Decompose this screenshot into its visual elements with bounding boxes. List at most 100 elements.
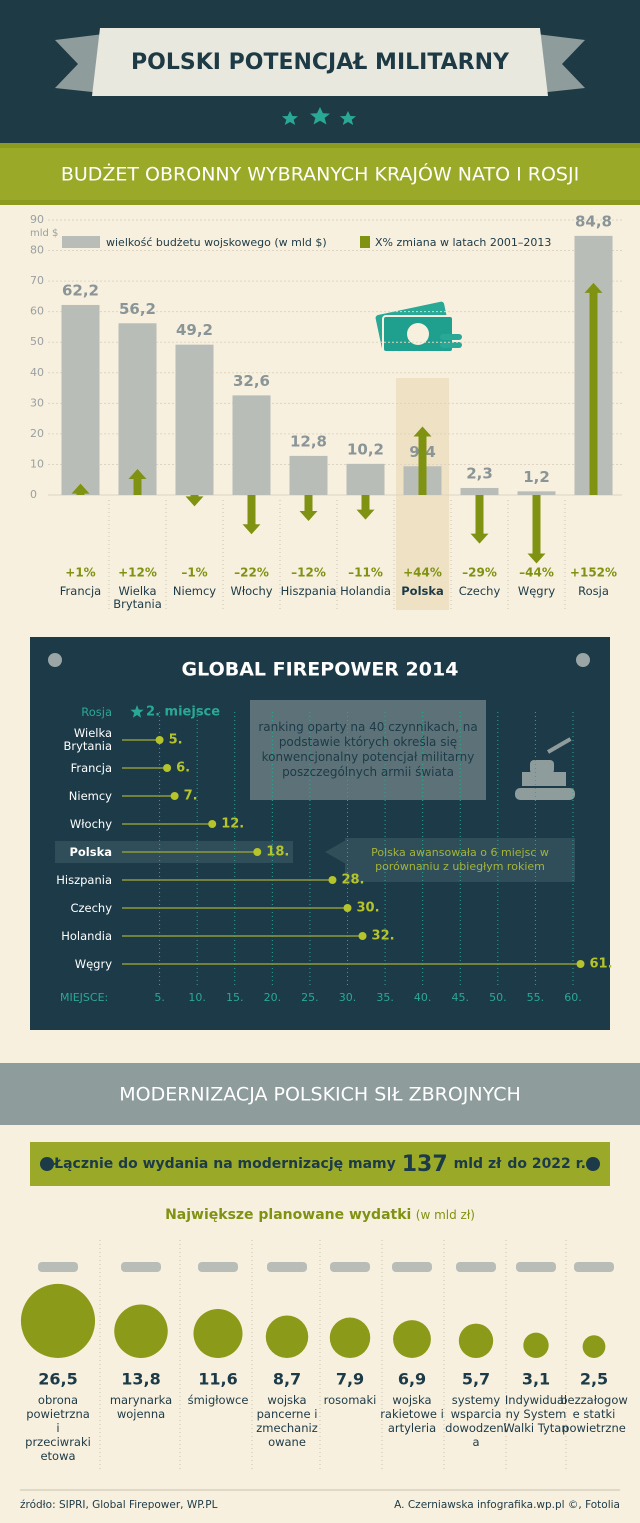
chart-title: GLOBAL FIREPOWER 2014: [182, 659, 459, 681]
section-band: [0, 1063, 640, 1125]
bar-value-label: 10,2: [347, 440, 384, 458]
bar: [289, 455, 328, 495]
bubble-heading: Największe planowane wydatki (w mld zł): [0, 1207, 640, 1223]
y-tick-label: 0: [30, 488, 37, 501]
annotation: ranking oparty na 40 czynnikach, na pods…: [258, 720, 478, 779]
screw: [576, 653, 590, 667]
bar-value-label: 84,8: [575, 212, 612, 230]
icon: [456, 1262, 496, 1272]
banner: [30, 1142, 610, 1186]
change-arrow: [470, 495, 489, 544]
x-tick-label: 60.: [564, 991, 582, 1004]
icon: [198, 1262, 238, 1272]
x-tick-label: Niemcy: [172, 584, 217, 598]
annotation-box: [250, 700, 486, 800]
legend-label: X% zmiana w latach 2001–2013: [375, 236, 551, 249]
row-label: Holandia: [61, 928, 112, 943]
rank-dot: [576, 960, 585, 968]
annotation-pointer: [325, 840, 346, 864]
x-tick-label: Hiszpania: [280, 584, 337, 598]
bubble-category: marynarka wojenna: [109, 1393, 173, 1421]
page-title: POLSKI POTENCJAŁ MILITARNY: [131, 50, 510, 75]
row-label: Rosja: [81, 704, 112, 719]
bubble-value-label: 2,5: [580, 1370, 608, 1389]
bubble-value-label: 26,5: [38, 1370, 77, 1389]
bubble: [114, 1304, 168, 1358]
banner-suffix: do 2022 r.: [507, 1156, 586, 1172]
icon: [267, 1262, 307, 1272]
x-tick-label: 20.: [264, 991, 282, 1004]
x-tick-label: Węgry: [517, 584, 556, 598]
bar-value-label: 32,6: [233, 372, 270, 390]
y-tick-label: 30: [30, 396, 44, 409]
row-label: Niemcy: [68, 788, 112, 803]
bubble: [193, 1308, 243, 1358]
change-arrow: [242, 495, 261, 535]
x-tick-label: 15.: [226, 991, 244, 1004]
change-label: –1%: [181, 566, 207, 580]
x-tick-label: 45.: [452, 991, 470, 1004]
bar-value-label: 12,8: [290, 432, 327, 450]
rank-dot: [328, 876, 337, 884]
rank-label: 6.: [176, 761, 190, 776]
chart-subtitle: (w mld zł): [415, 1208, 475, 1222]
change-label: +152%: [570, 566, 617, 580]
bubble-value-label: 7,9: [336, 1370, 364, 1389]
x-tick-label: 10.: [188, 991, 206, 1004]
row-label: Wielka Brytania: [63, 726, 112, 753]
rank-dot: [163, 764, 172, 772]
y-tick-label: 90: [30, 213, 44, 226]
rank-dot: [170, 792, 179, 800]
bar: [232, 395, 271, 495]
rank-label: 28.: [341, 873, 364, 888]
bubble-value-label: 6,9: [398, 1370, 426, 1389]
bubble-category: Indywidualny System Walki Tytan: [503, 1393, 569, 1435]
y-tick-label: 40: [30, 366, 44, 379]
rank-label: 5.: [169, 733, 183, 748]
bubble: [458, 1323, 494, 1358]
bubble: [265, 1315, 309, 1358]
icon: [38, 1262, 78, 1272]
rank-label: 7.: [184, 789, 198, 804]
bubble: [20, 1283, 96, 1359]
bar-value-label: 2,3: [466, 464, 493, 482]
x-tick-label: Czechy: [458, 584, 501, 598]
x-tick-label: 35.: [376, 991, 394, 1004]
x-tick-label: 40.: [414, 991, 432, 1004]
footer-source: źródło: SIPRI, Global Firepower, WP.PL: [20, 1499, 218, 1511]
change-arrow: [299, 495, 318, 521]
banner-amount: 137: [401, 1151, 448, 1177]
x-tick-label: Włochy: [230, 584, 273, 598]
bubble-category: obrona powietrzna i przeciwrakietowa: [25, 1393, 91, 1463]
banner-prefix: Łącznie do wydania na modernizację mamy: [54, 1156, 396, 1172]
bubble: [329, 1317, 371, 1359]
change-arrow: [128, 469, 147, 495]
icon: [392, 1262, 432, 1272]
x-tick-label: Francja: [59, 584, 102, 598]
bubble-category: systemy wsparcia dowodzenia: [445, 1393, 507, 1449]
screw: [48, 653, 62, 667]
change-label: +1%: [65, 566, 95, 580]
icon: [330, 1262, 370, 1272]
change-arrow: [527, 495, 546, 564]
y-tick-label: 60: [30, 305, 44, 318]
rank-label: 2. miejsce: [146, 705, 220, 720]
bar-value-label: 1,2: [523, 468, 550, 486]
section-title: MODERNIZACJA POLSKICH SIŁ ZBROJNYCH: [119, 1084, 521, 1106]
bar: [346, 463, 385, 495]
bubble-category: śmigłowce: [187, 1393, 249, 1407]
bubble-value-label: 5,7: [462, 1370, 490, 1389]
icon: [121, 1262, 161, 1272]
chart-title: Największe planowane wydatki: [165, 1207, 412, 1223]
change-label: –22%: [234, 566, 269, 580]
x-tick-label: 30.: [339, 991, 357, 1004]
change-label: –12%: [291, 566, 326, 580]
bubble-value-label: 3,1: [522, 1370, 550, 1389]
bubble: [393, 1320, 431, 1358]
chart-title: BUDŻET OBRONNY WYBRANYCH KRAJÓW NATO I R…: [61, 162, 579, 186]
gfp-panel: [30, 637, 610, 1030]
screw: [40, 1157, 54, 1171]
legend-swatch: [62, 236, 100, 248]
